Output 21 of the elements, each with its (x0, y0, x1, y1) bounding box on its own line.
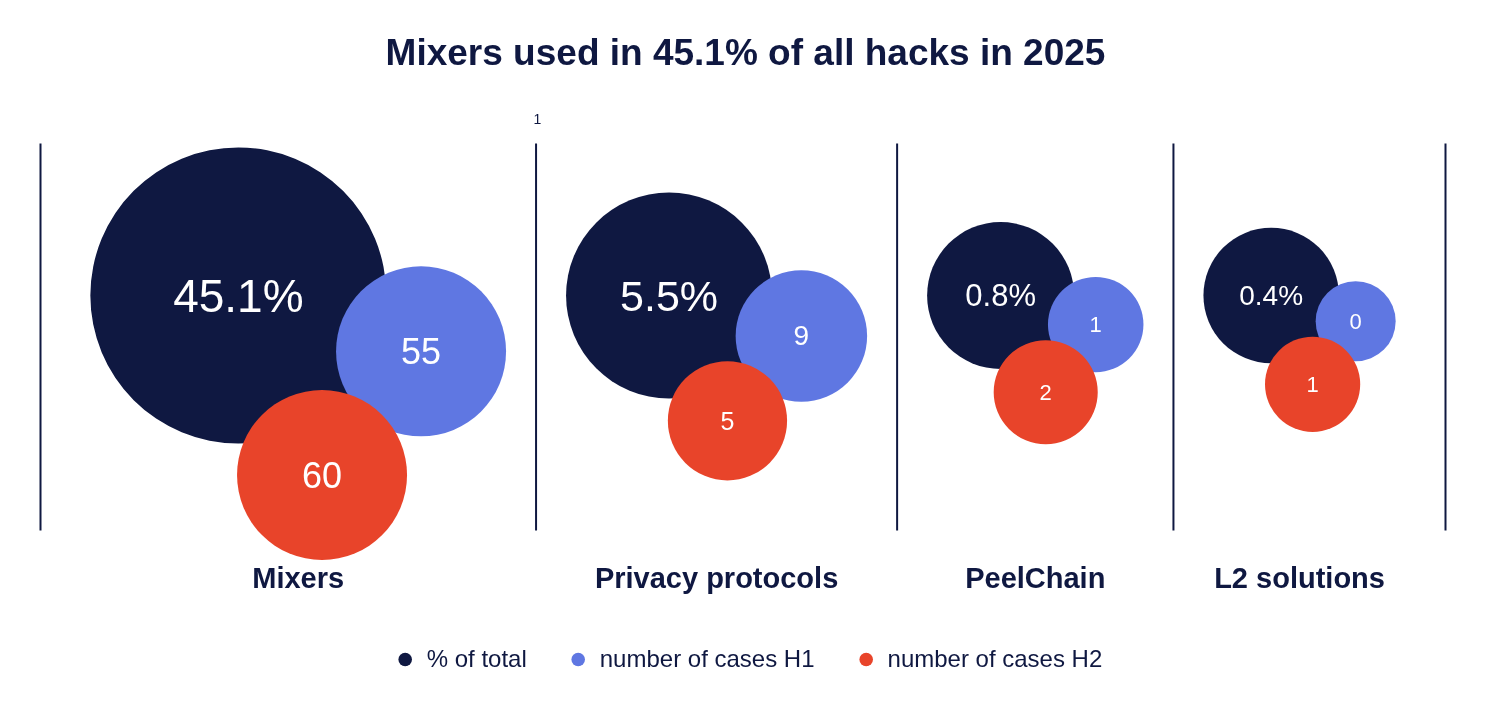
category-label: PeelChain (965, 561, 1106, 594)
legend-label: number of cases H2 (887, 645, 1103, 673)
data-label: 55 (401, 331, 442, 373)
legend-label: number of cases H1 (599, 645, 815, 673)
category-label: Privacy protocols (594, 561, 839, 594)
data-label: 0 (1349, 308, 1362, 334)
category-label: Mixers (252, 561, 345, 594)
text: 1 (533, 110, 542, 127)
data-label: 0.8% (965, 278, 1036, 313)
data-label: 60 (302, 454, 343, 496)
data-label: 1 (1089, 312, 1102, 338)
text: Mixers used in 45.1% of all hacks in 2025 (385, 32, 1106, 73)
category-label: L2 solutions (1214, 561, 1385, 594)
data-label: 1 (1306, 371, 1319, 397)
legend-label: % of total (426, 645, 527, 673)
data-label: 5.5% (620, 271, 719, 320)
data-label: 2 (1039, 379, 1052, 405)
data-label: 0.4% (1239, 280, 1304, 311)
data-label: 9 (793, 320, 810, 352)
data-label: 45.1% (173, 269, 304, 322)
data-label: 5 (720, 406, 735, 435)
